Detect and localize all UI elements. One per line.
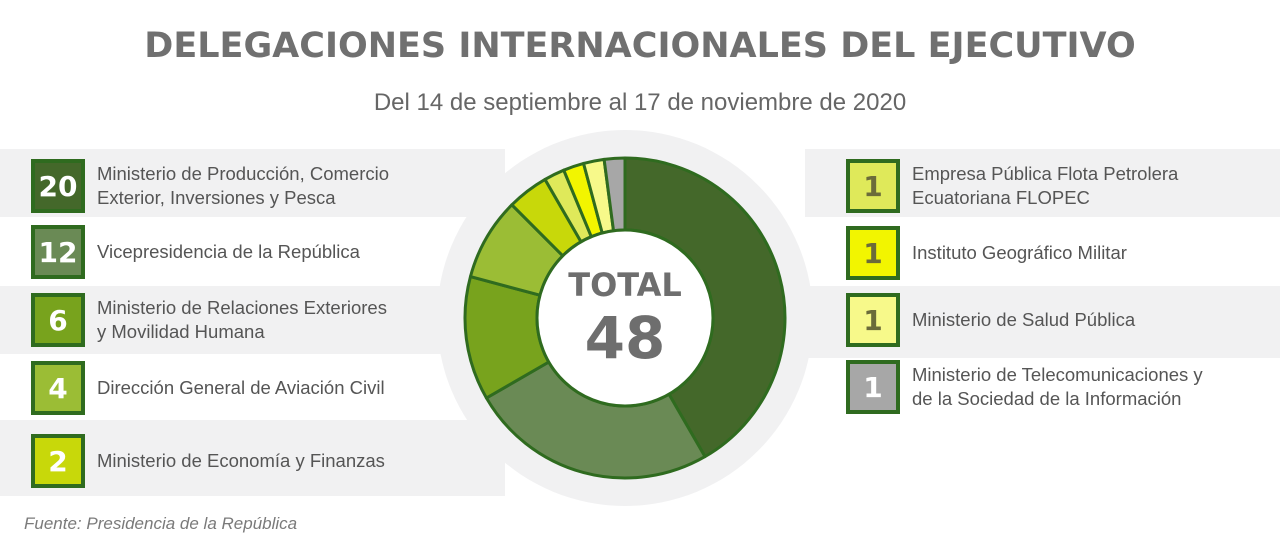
legend-value-badge: 6	[31, 293, 85, 347]
legend-value-badge: 1	[846, 159, 900, 213]
legend-label: Vicepresidencia de la República	[97, 241, 360, 262]
donut-hole	[535, 228, 715, 408]
legend-label: Ministerio de Telecomunicaciones y de la…	[912, 364, 1203, 409]
legend-entry: 1 Ministerio de Telecomunicaciones y de …	[846, 360, 1203, 414]
legend-label: Ministerio de Salud Pública	[912, 309, 1136, 330]
legend-value-badge: 1	[846, 360, 900, 414]
legend-label: Ministerio de Economía y Finanzas	[97, 450, 385, 471]
legend-label: Instituto Geográfico Militar	[912, 242, 1127, 263]
chart-title: DELEGACIONES INTERNACIONALES DEL EJECUTI…	[144, 26, 1136, 66]
legend-value-badge: 12	[31, 225, 85, 279]
legend-entry: 4 Dirección General de Aviación Civil	[31, 361, 385, 415]
total-label: TOTAL	[568, 266, 682, 304]
legend-label: Empresa Pública Flota Petrolera Ecuatori…	[912, 163, 1179, 208]
legend-value-badge: 1	[846, 226, 900, 280]
total-value: 48	[584, 304, 666, 372]
legend-value-badge: 20	[31, 159, 85, 213]
legend-label: Dirección General de Aviación Civil	[97, 377, 385, 398]
legend-label: Ministerio de Relaciones Exteriores y Mo…	[97, 297, 387, 342]
legend-entry: 1 Empresa Pública Flota Petrolera Ecuato…	[846, 159, 1178, 213]
legend-entry: 6 Ministerio de Relaciones Exteriores y …	[31, 293, 387, 347]
legend-entry: 1 Ministerio de Salud Pública	[846, 293, 1135, 347]
legend-value-badge: 1	[846, 293, 900, 347]
legend-value-badge: 4	[31, 361, 85, 415]
legend-entry: 2 Ministerio de Economía y Finanzas	[31, 434, 385, 488]
legend-label: Ministerio de Producción, Comercio Exter…	[97, 163, 390, 208]
legend-entry: 12 Vicepresidencia de la República	[31, 225, 360, 279]
legend-entry: 20 Ministerio de Producción, Comercio Ex…	[31, 159, 389, 213]
legend-value-badge: 2	[31, 434, 85, 488]
legend-entry: 1 Instituto Geográfico Militar	[846, 226, 1127, 280]
source-note: Fuente: Presidencia de la República	[24, 514, 298, 533]
chart-subtitle: Del 14 de septiembre al 17 de noviembre …	[373, 89, 907, 116]
